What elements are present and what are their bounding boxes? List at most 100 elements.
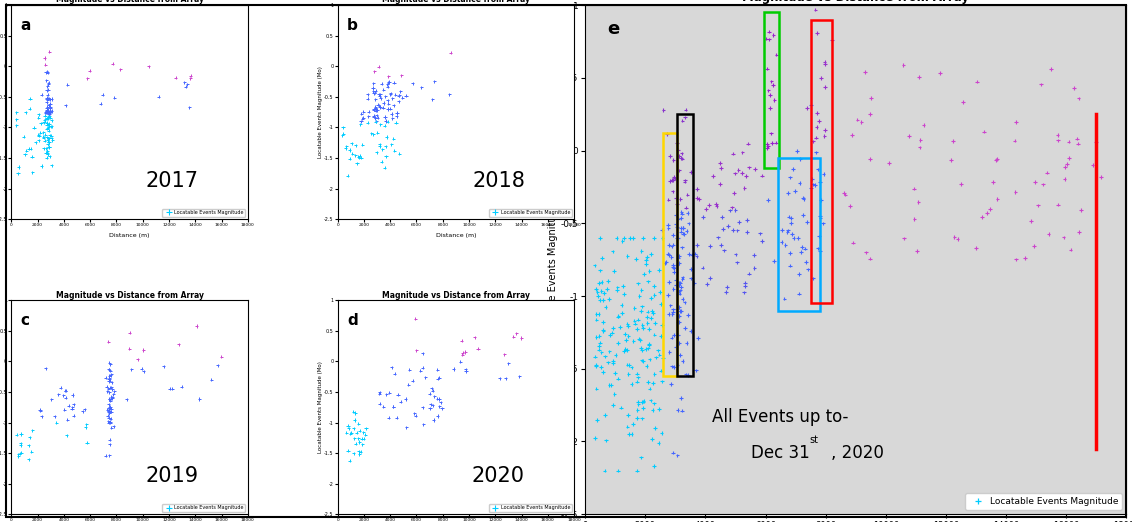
Point <box>681 275 700 283</box>
Point <box>376 122 394 130</box>
Point <box>36 116 54 124</box>
Point <box>767 51 786 59</box>
Point <box>808 165 826 174</box>
Point <box>641 355 659 363</box>
Point <box>670 318 688 326</box>
Point <box>631 335 649 343</box>
Point <box>359 90 377 98</box>
Point <box>674 229 692 238</box>
Point <box>644 462 662 470</box>
Point <box>40 112 58 121</box>
Point <box>670 166 688 174</box>
Point <box>631 292 649 301</box>
Point <box>181 74 199 82</box>
Point <box>389 97 408 105</box>
Point <box>664 363 683 371</box>
Point <box>740 269 758 278</box>
Point <box>671 307 689 315</box>
Point <box>675 230 693 238</box>
Point <box>816 83 834 91</box>
Point <box>667 281 685 289</box>
Point <box>34 128 52 136</box>
Point <box>728 226 746 234</box>
Point <box>344 408 362 416</box>
Point <box>603 247 621 256</box>
Point <box>861 254 880 263</box>
Point <box>643 307 661 315</box>
Point <box>667 210 685 219</box>
Point <box>621 234 640 242</box>
Point <box>367 114 385 122</box>
Point <box>431 398 449 407</box>
Point <box>594 368 612 376</box>
Point <box>40 134 58 143</box>
Point <box>612 309 631 317</box>
Point <box>452 358 470 366</box>
Point <box>369 113 387 122</box>
Point <box>379 105 397 113</box>
Point <box>633 398 651 406</box>
Point <box>350 152 368 161</box>
Point <box>603 328 621 337</box>
Point <box>633 286 651 294</box>
Point <box>340 424 358 432</box>
Point <box>619 322 637 330</box>
Point <box>353 114 371 123</box>
Point <box>662 253 680 261</box>
Point <box>660 241 678 250</box>
Point <box>670 289 688 298</box>
Point <box>370 142 388 150</box>
Point <box>652 429 670 437</box>
Point <box>38 102 57 111</box>
Point <box>668 451 686 459</box>
Point <box>350 450 368 458</box>
Point <box>857 248 875 257</box>
Point <box>417 373 435 382</box>
Point <box>676 176 694 185</box>
Point <box>172 383 190 391</box>
Point <box>672 209 691 218</box>
Point <box>41 95 59 103</box>
Point <box>101 358 119 366</box>
Point <box>105 93 123 102</box>
Point <box>103 378 121 386</box>
Point <box>736 278 754 287</box>
Point <box>758 140 777 148</box>
Point <box>180 103 198 112</box>
Point <box>101 377 119 385</box>
Point <box>370 389 388 398</box>
Point <box>672 223 691 232</box>
Point <box>751 229 769 238</box>
Point <box>368 117 386 125</box>
Point <box>624 234 642 242</box>
Point <box>102 393 120 401</box>
Point <box>190 395 208 403</box>
Point <box>588 310 606 318</box>
Point <box>765 257 783 265</box>
Point <box>495 350 513 359</box>
Point <box>511 372 529 380</box>
Point <box>103 385 121 394</box>
Point <box>101 403 119 411</box>
Point <box>661 152 679 160</box>
Point <box>360 112 378 121</box>
Point <box>388 109 406 117</box>
Point <box>345 449 363 457</box>
Point <box>674 275 692 283</box>
Point <box>1006 188 1024 196</box>
Text: st: st <box>809 435 818 445</box>
Point <box>1060 137 1078 146</box>
Point <box>376 113 394 121</box>
Point <box>757 34 775 43</box>
Point <box>512 334 530 342</box>
Point <box>987 156 1005 164</box>
Point <box>816 126 834 134</box>
Point <box>63 403 82 411</box>
Point <box>334 131 352 139</box>
X-axis label: Distance (m): Distance (m) <box>110 233 149 238</box>
Point <box>424 416 443 424</box>
Point <box>708 200 726 208</box>
Point <box>100 338 118 346</box>
Point <box>453 337 471 345</box>
Point <box>815 58 833 66</box>
